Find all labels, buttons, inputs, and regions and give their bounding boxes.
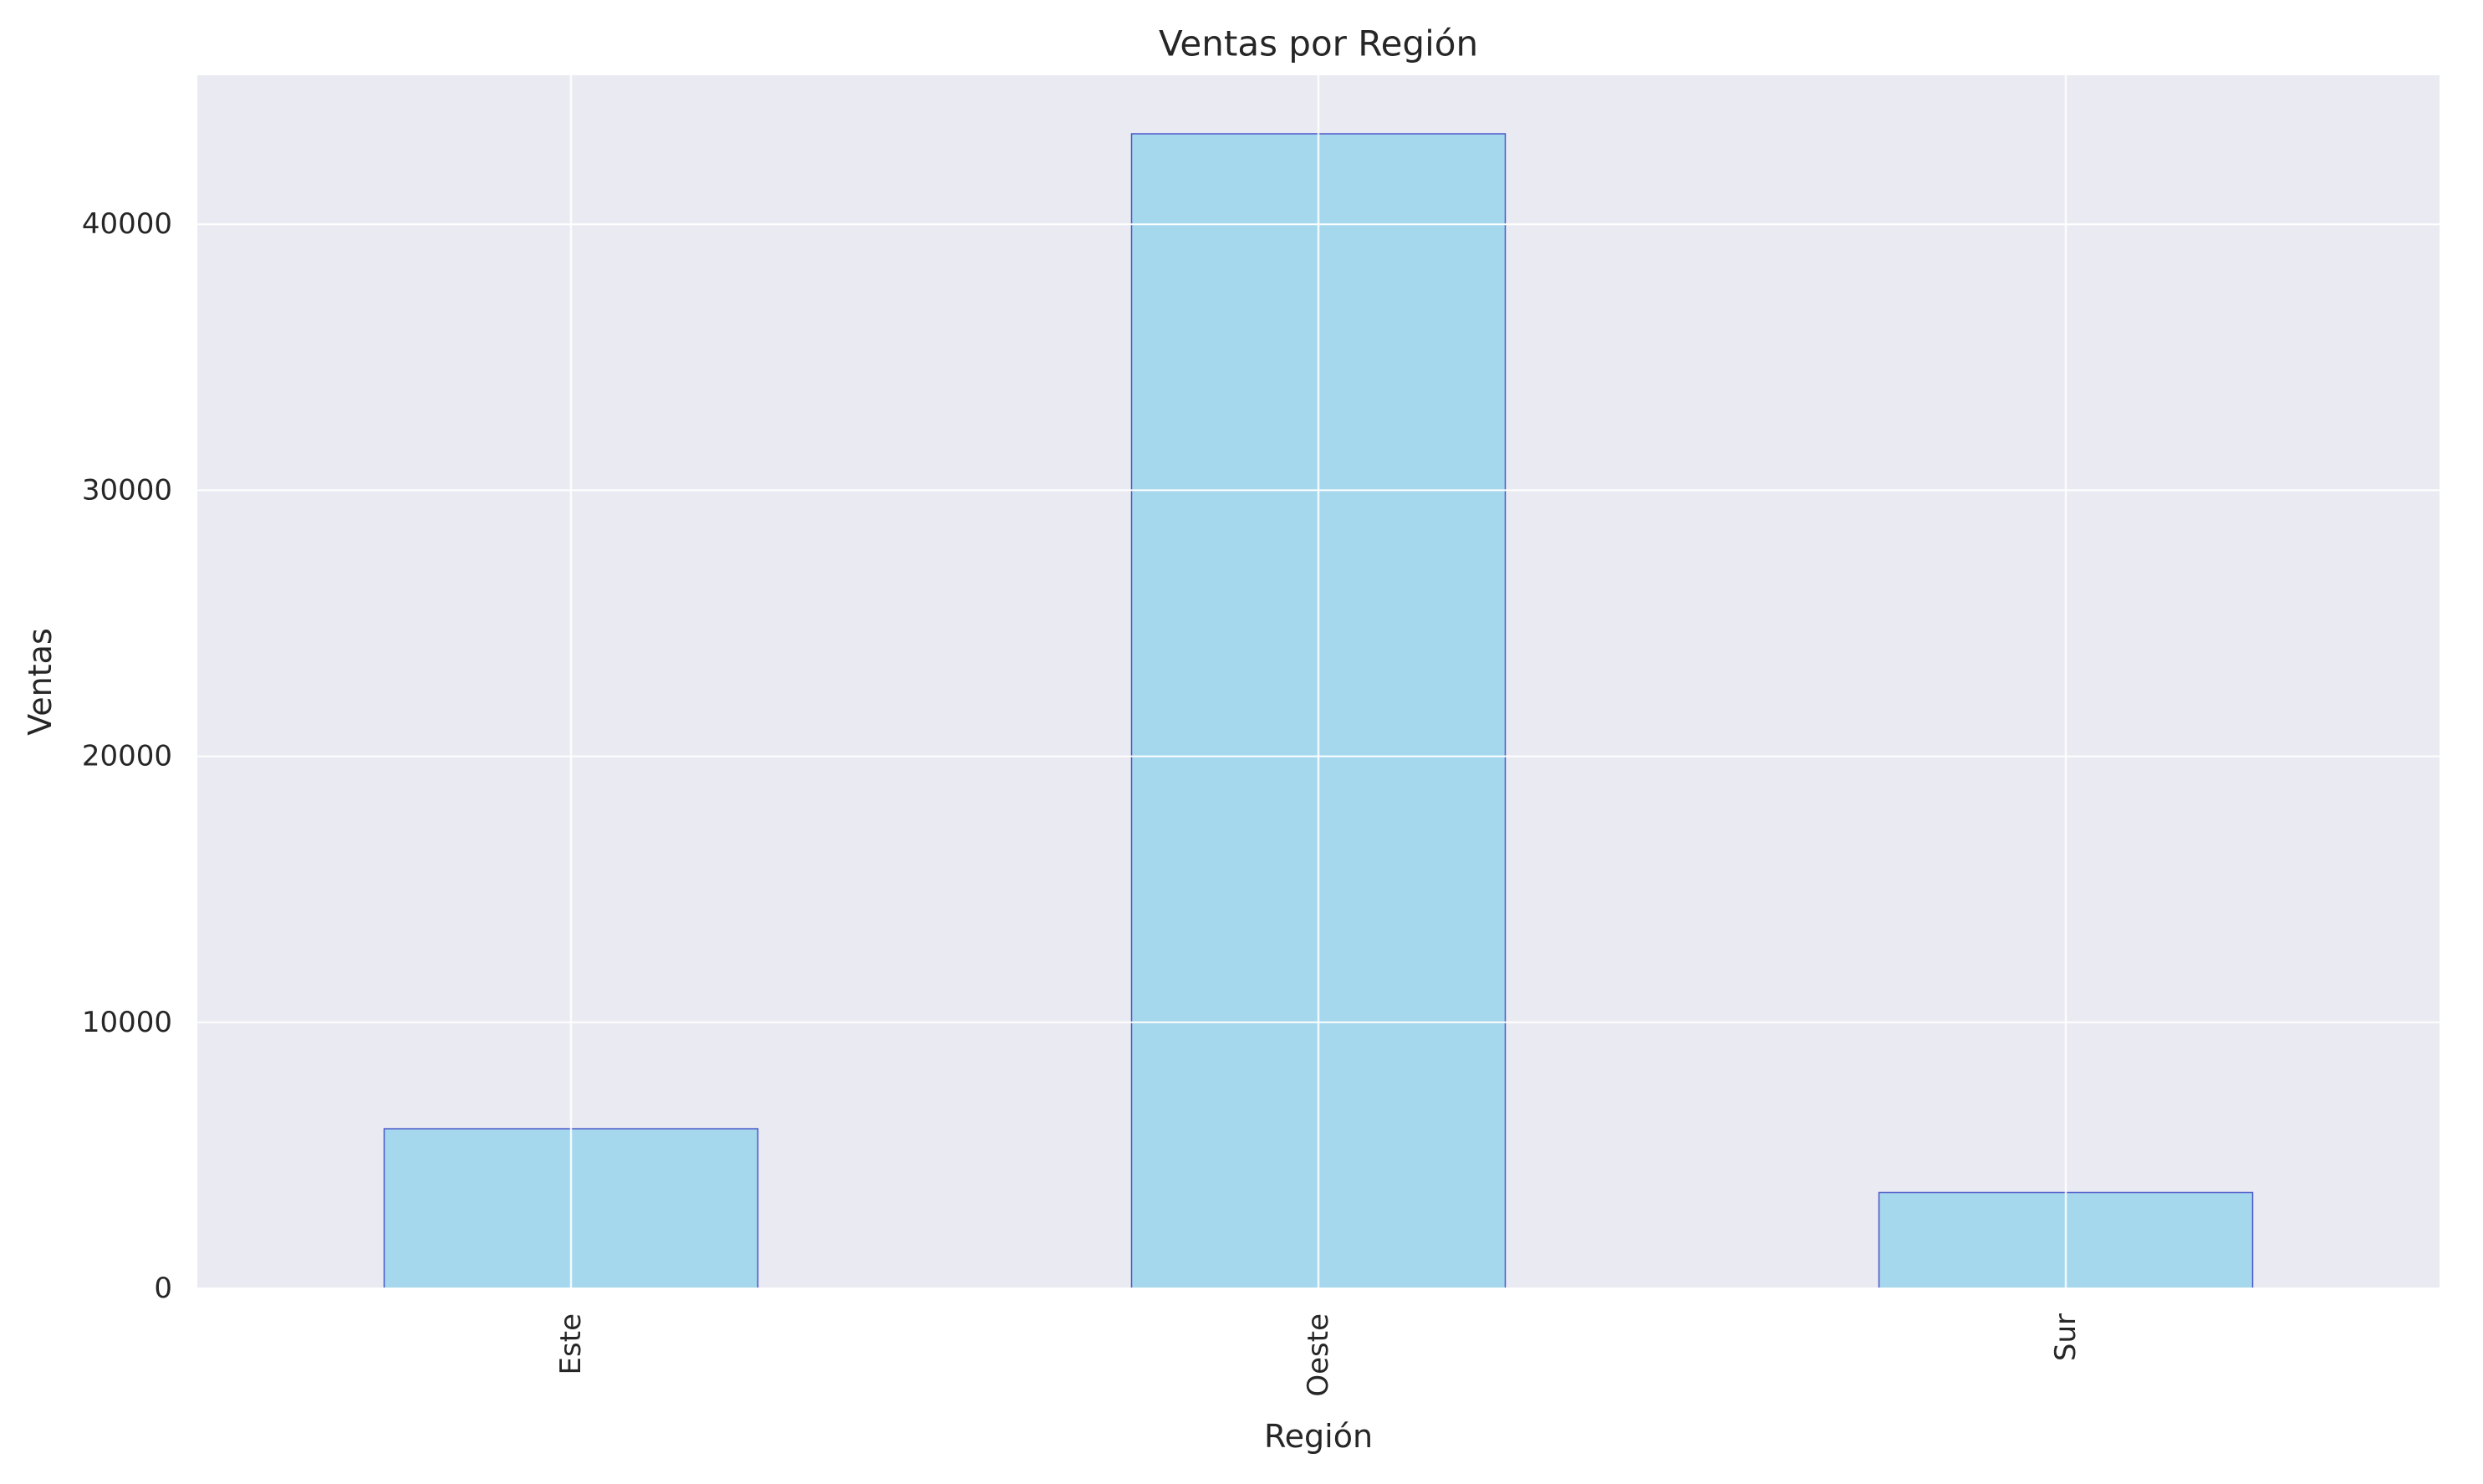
y-tick-label: 40000 (82, 207, 172, 241)
x-tick-label: Este (554, 1313, 588, 1374)
x-tick-label: Sur (2049, 1313, 2083, 1361)
x-tick-label: Oeste (1302, 1313, 1335, 1397)
y-tick-label: 20000 (82, 740, 172, 773)
y-tick-label: 30000 (82, 473, 172, 507)
x-axis-ticks: Este Oeste Sur (554, 1313, 2083, 1397)
x-axis-label: Región (1264, 1418, 1373, 1455)
y-tick-label: 0 (154, 1272, 172, 1305)
grid-lines (197, 75, 2440, 1289)
y-axis-label: Ventas (22, 628, 59, 736)
y-tick-label: 10000 (82, 1006, 172, 1039)
y-axis-ticks: 0 10000 20000 30000 40000 (82, 207, 172, 1305)
chart-title: Ventas por Región (1159, 23, 1478, 64)
